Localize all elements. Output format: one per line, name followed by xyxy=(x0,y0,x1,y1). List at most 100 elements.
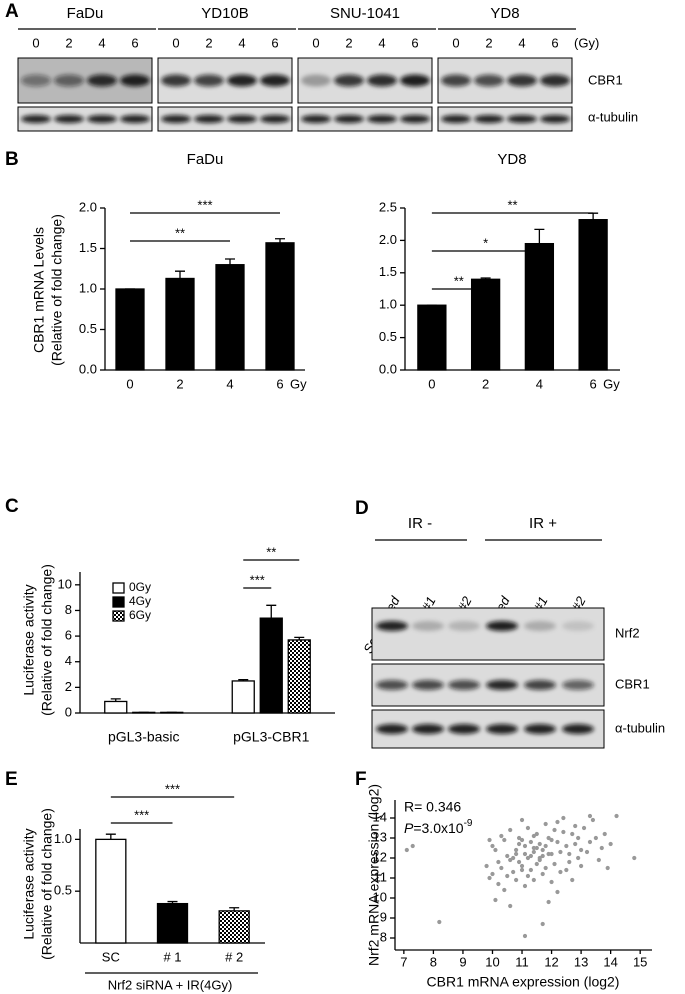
significance-label: *** xyxy=(197,197,212,212)
error-bar xyxy=(238,679,249,681)
y-tick-label: 2.0 xyxy=(379,232,397,247)
bar xyxy=(218,910,250,944)
scatter-point xyxy=(558,869,563,875)
x-tick-label: 14 xyxy=(603,954,617,969)
bar xyxy=(165,277,195,371)
y-axis-label: (Relative of fold change) xyxy=(39,808,55,960)
scatter-point xyxy=(516,859,522,865)
stat-p: P=3.0x10-9 xyxy=(404,818,473,836)
blot-band xyxy=(376,680,408,690)
significance-label: ** xyxy=(507,197,517,212)
scatter-point xyxy=(540,921,545,927)
bar xyxy=(265,242,295,371)
scatter-point xyxy=(602,831,607,837)
blot-band xyxy=(448,724,480,734)
significance-label: ** xyxy=(266,544,276,559)
scatter-point xyxy=(543,821,548,827)
x-tick-label: 6 xyxy=(590,376,597,391)
legend-swatch xyxy=(112,596,125,608)
scatter-point xyxy=(605,865,610,871)
dose-label: 4 xyxy=(518,35,525,50)
x-axis-label: Nrf2 siRNA + IR(4Gy) xyxy=(108,977,233,992)
blot-band xyxy=(161,74,191,87)
bar xyxy=(95,838,127,944)
scatter-point xyxy=(599,845,604,851)
x-unit-label: Gy xyxy=(603,376,620,391)
blot-band xyxy=(120,74,150,87)
blot-band xyxy=(334,74,364,87)
scatter-point xyxy=(525,825,531,831)
dose-label: 4 xyxy=(238,35,245,50)
dose-label: 4 xyxy=(378,35,385,50)
scatter-point xyxy=(549,851,554,857)
dose-label: 0 xyxy=(452,35,459,50)
panel-label: A xyxy=(5,1,19,22)
blot-band xyxy=(334,115,364,123)
blot-band xyxy=(524,724,556,734)
scatter-point xyxy=(487,837,492,843)
scatter-point xyxy=(484,863,489,869)
y-tick-label: 2 xyxy=(65,679,72,694)
cell-line-label: FaDu xyxy=(67,5,104,22)
blot-band xyxy=(260,74,290,87)
bar xyxy=(578,219,608,371)
x-tick-label: 7 xyxy=(400,954,407,969)
scatter-point xyxy=(496,859,501,865)
y-tick-label: 11 xyxy=(374,869,388,884)
error-bar xyxy=(294,636,305,640)
blot-band xyxy=(161,115,191,123)
scatter-point xyxy=(576,835,581,841)
blot-band xyxy=(376,724,408,734)
panel-label: B xyxy=(5,149,19,170)
scatter-point xyxy=(487,875,492,881)
error-bar xyxy=(110,698,121,702)
blot-band xyxy=(54,115,84,123)
bar xyxy=(470,278,501,371)
scatter-point xyxy=(567,851,572,857)
blot-band xyxy=(21,115,51,123)
scatter-point xyxy=(410,843,415,849)
stat-p-exponent: -9 xyxy=(464,818,473,829)
stat-p-text: =3.0x10 xyxy=(413,820,463,836)
bar xyxy=(417,304,447,371)
scatter-point xyxy=(516,835,522,841)
scatter-point xyxy=(573,823,578,829)
scatter-point xyxy=(543,865,548,871)
y-tick-label: 1.5 xyxy=(379,264,397,279)
blot-band xyxy=(562,621,594,631)
scatter-point xyxy=(519,817,525,823)
chart-title: FaDu xyxy=(187,151,224,168)
blot-band xyxy=(367,115,397,123)
blot-band xyxy=(448,621,480,631)
scatter-point xyxy=(590,817,596,823)
y-axis-label: (Relative of fold change) xyxy=(39,564,55,716)
y-tick-label: 12 xyxy=(373,849,387,864)
x-tick-label: 13 xyxy=(574,954,588,969)
scatter-point xyxy=(528,839,533,845)
scatter-point xyxy=(502,837,507,843)
scatter-point xyxy=(528,867,533,873)
blot-band xyxy=(376,621,408,631)
x-tick-label: # 2 xyxy=(225,949,243,964)
significance-label: ** xyxy=(175,225,185,240)
blot-band xyxy=(524,680,556,690)
y-axis-label: Nrf2 mRNA expression (log2) xyxy=(366,784,382,966)
scatter-point xyxy=(531,833,536,839)
dose-label: 0 xyxy=(312,35,319,50)
blot-band xyxy=(87,74,117,87)
y-tick-label: 0 xyxy=(65,704,72,719)
panel-label: D xyxy=(355,498,369,519)
blot-band xyxy=(412,680,444,690)
error-bar xyxy=(225,258,235,265)
scatter-point xyxy=(576,855,581,861)
blot-band xyxy=(524,621,556,631)
scatter-point xyxy=(514,847,519,853)
group-label: IR - xyxy=(408,515,432,532)
scatter-point xyxy=(561,815,566,821)
scatter-point xyxy=(519,867,525,873)
blot-band xyxy=(120,115,150,123)
chart-title: YD8 xyxy=(497,151,526,168)
scatter-point xyxy=(540,871,545,877)
x-axis-label: CBR1 mRNA expression (log2) xyxy=(427,974,620,990)
scatter-point xyxy=(496,881,501,887)
